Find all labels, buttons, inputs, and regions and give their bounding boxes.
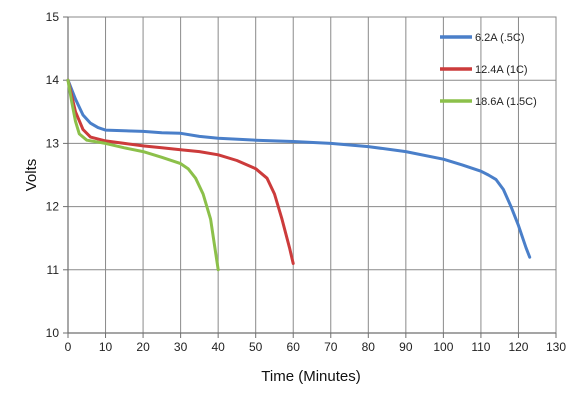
x-tick-label: 100 — [433, 340, 453, 354]
x-tick-label: 0 — [65, 340, 72, 354]
y-tick-label: 15 — [46, 10, 60, 24]
x-tick-label: 40 — [211, 340, 225, 354]
legend-label-3: 18.6A (1.5C) — [475, 96, 537, 108]
x-tick-label: 70 — [324, 340, 338, 354]
series-line-2 — [66, 78, 295, 265]
legend-label-1: 6.2A (.5C) — [475, 32, 525, 44]
x-tick-label: 10 — [99, 340, 113, 354]
plot-area — [67, 16, 557, 334]
legend-label-2: 12.4A (1C) — [475, 64, 528, 76]
x-tick-label: 90 — [399, 340, 413, 354]
y-axis-title: Volts — [23, 159, 40, 192]
x-tick-label: 120 — [508, 340, 528, 354]
y-tick-label: 10 — [46, 326, 60, 340]
x-tick-label: 130 — [546, 340, 566, 354]
y-tick-label: 12 — [46, 200, 60, 214]
y-tick-label: 14 — [46, 73, 60, 87]
series-line-3 — [66, 78, 220, 272]
x-tick-label: 30 — [174, 340, 188, 354]
x-tick-label: 20 — [136, 340, 150, 354]
legend: 6.2A (.5C) 12.4A (1C) 18.6A (1.5C) — [440, 32, 537, 108]
x-tick-label: 110 — [471, 340, 490, 354]
grid — [67, 16, 557, 334]
x-tick-label: 50 — [249, 340, 263, 354]
y-tick-label: 11 — [47, 263, 60, 277]
x-tick-label: 60 — [287, 340, 301, 354]
x-axis-title: Time (Minutes) — [261, 368, 360, 385]
x-tick-label: 80 — [362, 340, 376, 354]
y-tick-label: 13 — [46, 136, 60, 150]
series-line-1 — [66, 78, 532, 259]
axes: 0 10 20 30 40 50 60 70 80 90 100 110 120 130 10 11 12 13 1… — [46, 10, 567, 354]
series-lines — [66, 78, 532, 272]
